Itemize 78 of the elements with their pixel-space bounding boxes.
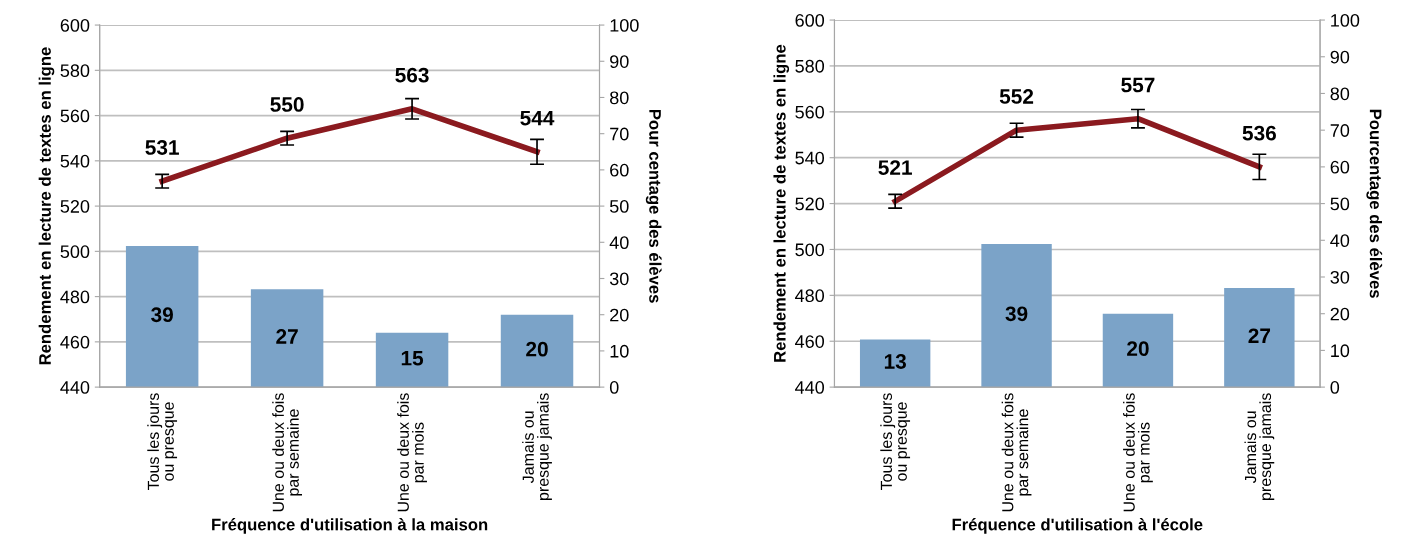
y2-tick-label: 40 [609,236,629,250]
y-tick-label: 580 [795,59,825,73]
y2-tick-label: 20 [610,308,629,322]
y-tick-label: 500 [60,245,90,259]
y2-tick-label: 10 [610,344,629,358]
data-label: 20 [1127,341,1149,356]
y2-tick-label: 40 [1330,234,1350,248]
y-tick-label: 460 [795,335,825,348]
y-tick-label: 460 [60,335,90,349]
y2-tick-label: 90 [1330,50,1350,64]
y2-tick-label: 80 [610,91,629,105]
y2-tick-label: 60 [610,163,629,177]
data-label: 531 [145,140,179,155]
x-axis-title: Fréquence d'utilisation à la maison [212,518,488,534]
y-tick-label: 500 [795,243,825,257]
data-label: 15 [401,351,424,366]
y-tick-label: 560 [795,105,825,119]
data-label: 544 [520,110,555,126]
y2-tick-label: 50 [609,200,629,213]
y-tick-label: 580 [60,64,90,78]
x-tick-label: Tous les jours ou presque [880,393,911,490]
y2-tick-label: 20 [1330,307,1350,321]
x-tick-label: Une ou deux fois par mois [1123,393,1153,512]
data-label: 563 [395,67,429,83]
y-axis-title: Rendement en lecture de textes en ligne [773,44,790,362]
y-tick-label: 520 [60,200,90,213]
y2-tick-label: 70 [610,127,629,141]
y-tick-label: 560 [60,109,90,123]
y-tick-label: 600 [60,19,90,32]
y2-tick-label: 100 [610,19,639,32]
bar [125,245,199,388]
bar [500,314,574,388]
y2-tick-label: 0 [1330,381,1340,394]
x-tick-label: Une ou deux fois par mois [397,393,427,512]
y2-tick-label: 10 [1331,344,1350,358]
x-tick-label: Une ou deux fois par semaine [272,393,302,512]
y-tick-label: 480 [795,289,825,303]
data-label: 27 [276,329,298,344]
y-tick-label: 540 [60,154,90,168]
data-label: 557 [1121,77,1155,93]
x-tick-label: Une ou deux fois par semaine [1001,393,1032,512]
y2-axis-title: Pourcentage des élèves [1366,109,1383,298]
data-label: 536 [1242,125,1276,141]
bar [250,289,324,388]
y2-tick-label: 50 [1330,197,1350,211]
x-tick-label: Tous les jours ou presque [147,393,178,490]
bar [375,332,449,388]
y-tick-label: 440 [60,381,90,394]
y2-tick-label: 70 [1330,124,1350,137]
data-label: 550 [270,97,304,112]
y-axis-title: Rendement en lecture de textes en ligne [38,47,55,365]
bar [1224,288,1295,388]
bar [859,339,931,388]
y2-axis-title: Pour centage des élèves [645,109,662,303]
data-label: 13 [884,354,906,369]
x-tick-label: Jamais ou presque jamais [1244,393,1275,500]
y2-tick-label: 30 [1330,270,1350,284]
bar [1102,313,1174,388]
x-tick-label: Jamais ou presque jamais [522,393,552,500]
data-label: 27 [1248,328,1271,343]
data-label: 20 [526,341,548,357]
y2-tick-label: 60 [1330,160,1350,174]
y-tick-label: 600 [795,13,825,27]
y2-tick-label: 0 [609,381,619,394]
y-tick-label: 540 [795,151,825,165]
y2-tick-label: 100 [1331,13,1360,27]
data-label: 39 [1005,306,1028,322]
y2-tick-label: 30 [609,272,629,286]
y2-tick-label: 90 [610,55,629,68]
y-tick-label: 440 [795,381,825,394]
y-tick-label: 480 [60,290,90,304]
data-label: 521 [878,160,912,175]
data-label: 552 [999,89,1034,104]
data-label: 39 [151,307,173,323]
bar [981,243,1052,388]
y-tick-label: 520 [795,197,825,211]
y2-tick-label: 80 [1330,87,1350,101]
x-axis-title: Fréquence d'utilisation à l'école [952,518,1203,534]
